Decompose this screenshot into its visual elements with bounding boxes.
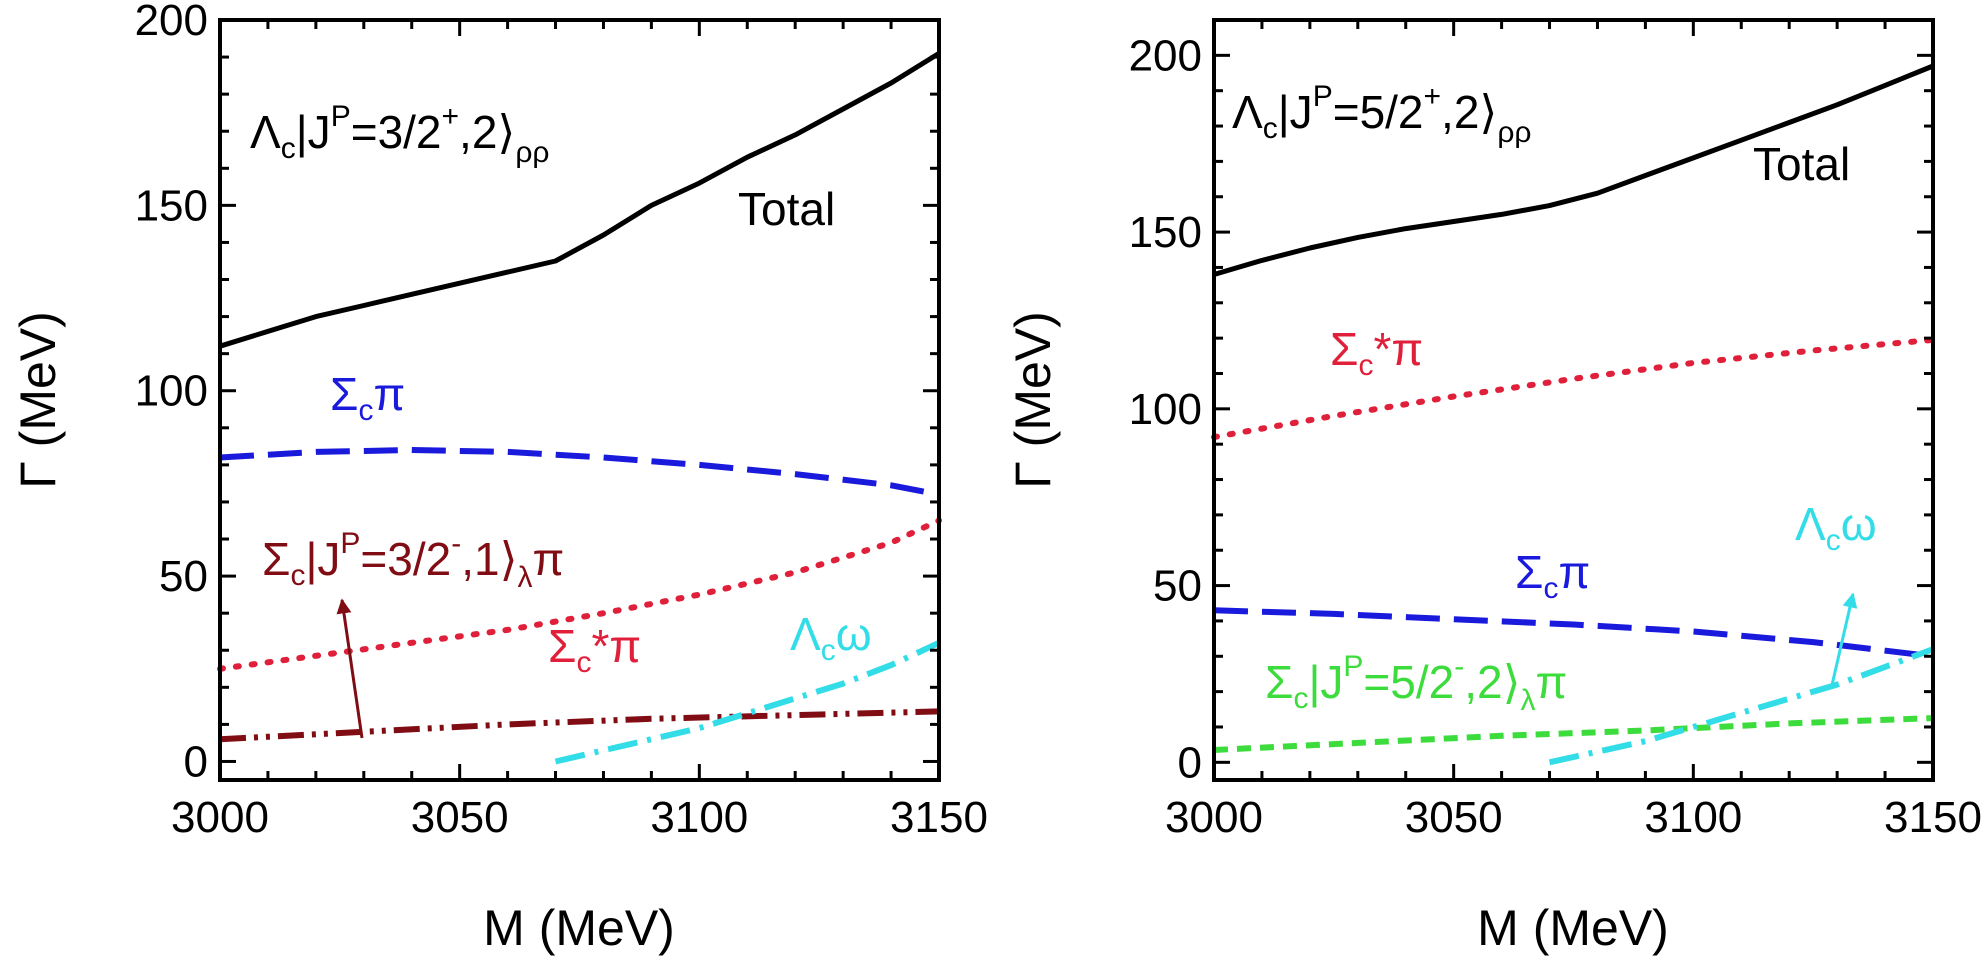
right-series-0-line	[1213, 63, 1934, 277]
left-sigma-pi-label: Σcπ	[330, 368, 405, 427]
right-sigma-star-pi-label: Σc*π	[1330, 323, 1423, 382]
right-sigma-pi-label: Σcπ	[1515, 546, 1590, 605]
left-series-4-line	[554, 640, 941, 765]
right-series-3-line	[1213, 715, 1934, 753]
left-y-tick-label: 200	[135, 0, 208, 45]
right-series-1-line	[1211, 336, 1936, 441]
left-total-label: Total	[738, 183, 835, 235]
right-series-4-line	[1548, 646, 1935, 766]
right-y-tick-label: 200	[1129, 31, 1202, 80]
right-x-tick-label: 3050	[1405, 793, 1503, 842]
left-series-3-line	[219, 708, 940, 743]
left-series-1-line	[219, 447, 940, 498]
left-x-axis-title: M (MeV)	[483, 900, 675, 956]
panel-right: 3000 3050 3100 3150 0 50 100 150 200 M (MeV) Γ (…	[1005, 18, 1982, 956]
right-sigma-state-label: Σc|JP=5/2-,2⟩λπ	[1265, 650, 1567, 717]
right-y-axis-title: Γ (MeV)	[1005, 311, 1061, 489]
left-sigma-state-arrow	[336, 598, 364, 739]
left-y-axis-title: Γ (MeV)	[10, 311, 66, 489]
right-x-axis-title: M (MeV)	[1477, 900, 1669, 956]
left-series-group	[217, 51, 942, 765]
right-y-tick-label: 100	[1129, 385, 1202, 434]
left-x-tick-label: 3050	[411, 793, 509, 842]
left-y-tick-label: 100	[135, 367, 208, 416]
right-series-2-line	[1213, 607, 1934, 660]
left-series-2-line	[217, 517, 942, 672]
left-x-tick-label: 3100	[650, 793, 748, 842]
left-y-tick-label: 150	[135, 181, 208, 230]
right-ticks: 3000 3050 3100 3150 0 50 100 150 200	[1129, 18, 1982, 842]
left-plot-frame	[218, 18, 941, 782]
right-x-tick-label: 3000	[1165, 793, 1263, 842]
right-state-label: Λc|JP=5/2+,2⟩ρρ	[1232, 80, 1532, 149]
left-sigma-star-pi-label: Σc*π	[548, 620, 641, 679]
right-lambda-omega-arrow	[1830, 592, 1858, 686]
panel-left: 3000 3050 3100 3150 0 50 100 150 200 M (MeV) Γ (…	[10, 0, 988, 956]
left-state-label: Λc|JP=3/2+,2⟩ρρ	[250, 100, 550, 169]
left-lambda-omega-label: Λcω	[790, 608, 872, 667]
right-plot-frame	[1212, 18, 1935, 782]
right-y-tick-label: 50	[1153, 562, 1202, 611]
right-y-tick-label: 150	[1129, 208, 1202, 257]
right-y-tick-label: 0	[1178, 738, 1202, 787]
left-y-tick-label: 50	[159, 552, 208, 601]
left-y-tick-label: 0	[184, 737, 208, 786]
right-x-tick-label: 3100	[1644, 793, 1742, 842]
left-x-tick-label: 3000	[171, 793, 269, 842]
left-x-tick-label: 3150	[890, 793, 988, 842]
right-total-label: Total	[1753, 138, 1850, 190]
right-x-tick-label: 3150	[1884, 793, 1982, 842]
left-ticks: 3000 3050 3100 3150 0 50 100 150 200	[135, 0, 988, 842]
right-lambda-omega-label: Λcω	[1795, 498, 1877, 557]
left-sigma-state-label: Σc|JP=3/2-,1⟩λπ	[262, 527, 564, 594]
right-series-group	[1211, 63, 1936, 766]
left-series-0-line	[219, 51, 941, 349]
